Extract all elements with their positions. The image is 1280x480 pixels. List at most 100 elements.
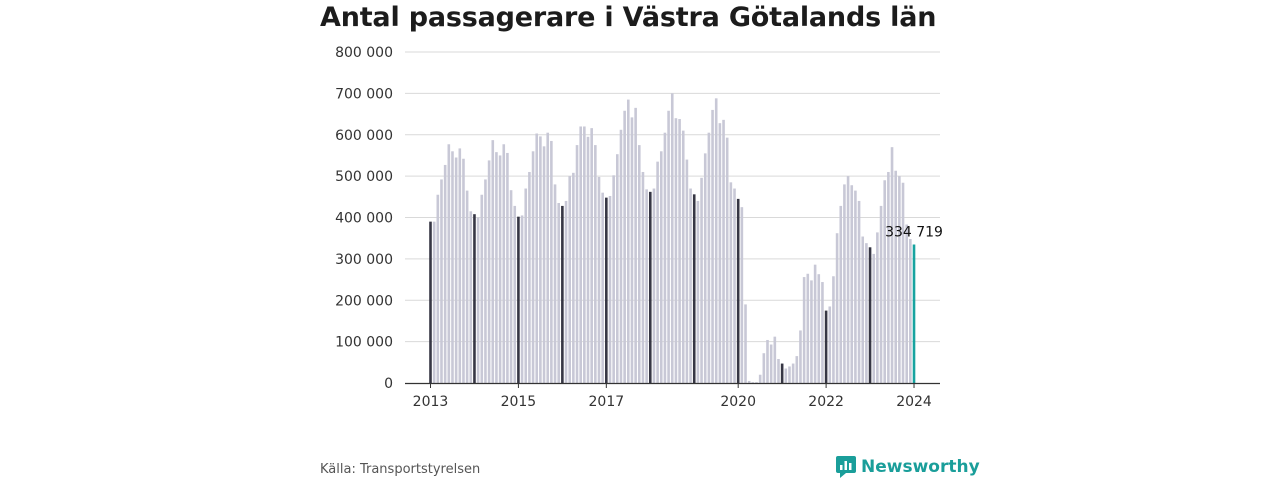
source-note: Källa: Transportstyrelsen [320,462,481,477]
bar [806,273,810,383]
bar [535,133,539,383]
bar [542,146,546,383]
brand-logo: Newsworthy [836,456,980,478]
bar [813,264,817,383]
bar [861,236,865,383]
bar [590,128,593,383]
bar [843,184,846,383]
bar [623,110,626,383]
bar-january [868,247,872,383]
y-tick-label: 300 000 [335,252,393,268]
bar [685,159,689,383]
y-tick-label: 800 000 [335,45,393,61]
bar-january [561,205,564,383]
bar [674,118,678,383]
bar-january [736,198,740,383]
bar [909,239,912,383]
bar [777,359,780,383]
bar [883,180,887,383]
bar [887,171,890,383]
bar [795,356,799,383]
bar [865,243,868,383]
bar [641,171,645,383]
bar [539,136,542,383]
bar [821,282,824,383]
bar [553,184,557,383]
bar [879,205,883,383]
bar [465,190,469,383]
bars [429,93,916,384]
brand-name: Newsworthy [861,457,980,477]
bar [513,205,517,383]
bar [850,185,854,383]
bar-january [473,214,476,383]
bar [480,194,484,383]
bar [832,276,835,383]
latest-value-label: 334 719 [885,225,943,241]
bar [557,203,561,383]
bar [769,344,773,383]
bar [454,157,458,383]
x-tick-label: 2024 [896,394,932,410]
bar [758,374,762,383]
bar [744,304,747,383]
bar [627,99,630,384]
chart-title: Antal passagerare i Västra Götalands län [320,2,937,33]
bar-january [429,221,432,383]
bar [528,171,531,383]
bar [436,194,440,383]
bar [898,176,901,383]
bar-latest [912,244,916,383]
bar [817,274,821,383]
bar [802,277,806,383]
bar [612,175,615,383]
y-tick-label: 0 [384,376,393,392]
x-tick-label: 2015 [501,394,537,410]
y-tick-label: 700 000 [335,86,393,102]
bar [432,221,436,383]
bar [766,339,769,383]
bar [681,130,685,383]
bar [502,144,506,383]
bar [854,190,857,383]
bar [656,161,659,383]
bar [476,217,480,383]
bar [791,363,795,383]
bar [652,188,656,383]
bar [572,172,575,383]
bar [857,200,861,383]
bar-january [517,216,520,383]
bar [696,200,700,383]
y-tick-label: 600 000 [335,128,393,144]
bar [762,353,766,383]
bar-january [605,197,608,383]
bar [630,117,634,383]
bar [568,176,571,383]
bar [443,164,447,383]
bar [689,188,692,383]
bar [506,152,509,383]
bar [546,132,550,383]
bar [810,280,813,383]
bar [711,109,714,384]
bar [616,154,619,383]
bar [733,188,736,383]
y-tick-label: 200 000 [335,293,393,309]
bar [469,211,473,383]
x-tick-label: 2017 [589,394,625,410]
newsworthy-logo-icon [836,456,856,478]
bar [601,192,604,383]
bar [729,182,733,383]
bar [751,382,755,383]
bar [828,306,832,383]
y-tick-label: 400 000 [335,211,393,227]
y-axis-ticks: 0 100 000 200 000 300 000 400 000 500 000 600 … [335,45,393,392]
bar [597,176,601,383]
bar [901,182,905,383]
bar [707,132,711,383]
y-tick-label: 100 000 [335,335,393,351]
bar [440,179,443,383]
bar [645,189,648,383]
bar [799,330,802,383]
